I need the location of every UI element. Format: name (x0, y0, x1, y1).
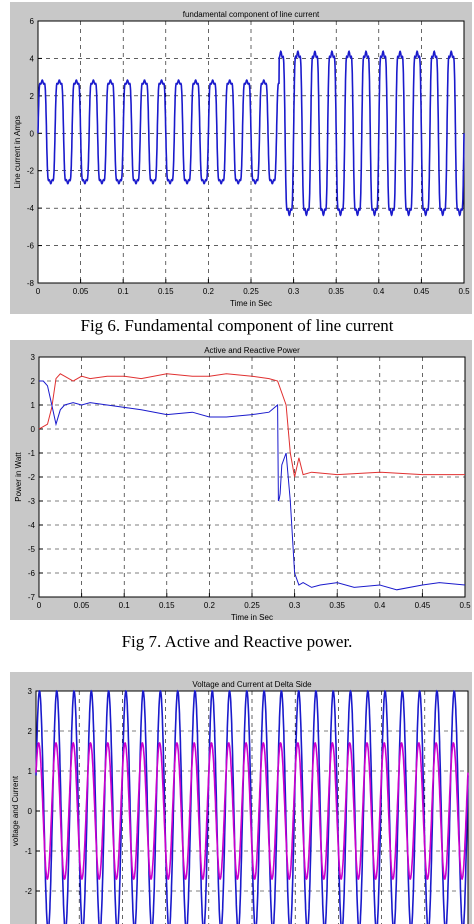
chart-title: Active and Reactive Power (204, 346, 300, 355)
y-tick-label: 2 (28, 727, 33, 736)
line-current-series (37, 50, 465, 217)
x-tick-label: 0.2 (204, 601, 216, 610)
x-tick-label: 0.2 (203, 287, 215, 296)
y-tick-label: -5 (28, 545, 36, 554)
chart-title: fundamental component of line current (183, 10, 320, 19)
y-tick-label: 2 (31, 377, 36, 386)
x-tick-label: 0.45 (415, 601, 431, 610)
y-tick-label: 4 (30, 54, 35, 63)
x-tick-label: 0.05 (73, 287, 89, 296)
current-series (35, 741, 469, 881)
x-tick-label: 0.25 (243, 287, 259, 296)
y-tick-label: 3 (28, 687, 33, 696)
x-tick-label: 0.3 (288, 287, 300, 296)
y-tick-label: 0 (28, 807, 33, 816)
chart-panel-fig6: 0 0.05 0.1 0.15 0.2 0.25 0.3 0.35 0.4 0.45 0.5 -8 -6… (10, 2, 472, 314)
x-tick-label: 0.4 (374, 601, 386, 610)
y-axis-label: Line current in Amps (13, 116, 22, 189)
x-tick-label: 0.35 (328, 287, 344, 296)
y-tick-label: -3 (28, 497, 36, 506)
y-tick-label: 1 (28, 767, 33, 776)
active-power-series (38, 373, 465, 478)
y-tick-label: 2 (30, 92, 35, 101)
x-tick-label: 0.1 (118, 287, 130, 296)
x-tick-label: 0.5 (459, 601, 471, 610)
x-tick-label: 0.1 (119, 601, 131, 610)
x-tick-label: 0.25 (244, 601, 260, 610)
x-tick-label: 0 (37, 601, 42, 610)
y-axis-label: voltage and Current (11, 775, 20, 846)
delta-side-chart: 00.050.10.150.20.250.30.350.40.450.5-3-2… (11, 680, 469, 924)
y-tick-label: -2 (28, 473, 36, 482)
chart-panel-fig7: 0 0.05 0.1 0.15 0.2 0.25 0.3 0.35 0.4 0.45 0.5 -7 -6… (10, 340, 472, 620)
figure-caption-fig6: Fig 6. Fundamental component of line cur… (80, 316, 394, 335)
chart-title: Voltage and Current at Delta Side (192, 680, 312, 689)
y-tick-label: -1 (25, 847, 33, 856)
y-axis-label: Power in Watt (14, 451, 23, 501)
y-tick-label: -7 (28, 593, 36, 602)
y-tick-label: 0 (30, 129, 35, 138)
x-tick-label: 0.5 (458, 287, 470, 296)
y-tick-label: -1 (28, 449, 36, 458)
x-tick-label: 0.35 (329, 601, 345, 610)
reactive-power-series (39, 380, 466, 591)
line-current-chart: 0 0.05 0.1 0.15 0.2 0.25 0.3 0.35 0.4 0.45 0.5 -8 -6… (13, 10, 470, 308)
x-axis-label: Time in Sec (231, 613, 273, 620)
x-tick-label: 0.15 (159, 601, 175, 610)
x-tick-label: 0.4 (373, 287, 385, 296)
y-tick-label: -4 (27, 204, 35, 213)
power-chart: 0 0.05 0.1 0.15 0.2 0.25 0.3 0.35 0.4 0.45 0.5 -7 -6… (14, 346, 471, 620)
x-tick-label: 0.3 (289, 601, 301, 610)
y-tick-label: 1 (31, 401, 36, 410)
x-tick-label: 0.45 (414, 287, 430, 296)
y-tick-label: -6 (28, 569, 36, 578)
x-tick-label: 0 (36, 287, 41, 296)
y-tick-label: -2 (27, 167, 35, 176)
figure-caption-fig7: Fig 7. Active and Reactive power. (121, 632, 353, 651)
y-tick-label: -8 (27, 279, 35, 288)
y-tick-label: 0 (31, 425, 36, 434)
x-axis-label: Time in Sec (230, 299, 272, 308)
x-tick-label: 0.05 (74, 601, 90, 610)
y-tick-label: 6 (30, 17, 35, 26)
y-tick-label: -4 (28, 521, 36, 530)
x-tick-label: 0.15 (158, 287, 174, 296)
chart-panel-delta: 00.050.10.150.20.250.30.350.40.450.5-3-2… (10, 672, 472, 924)
y-tick-label: -2 (25, 887, 33, 896)
y-tick-label: -6 (27, 242, 35, 251)
y-tick-label: 3 (31, 353, 36, 362)
